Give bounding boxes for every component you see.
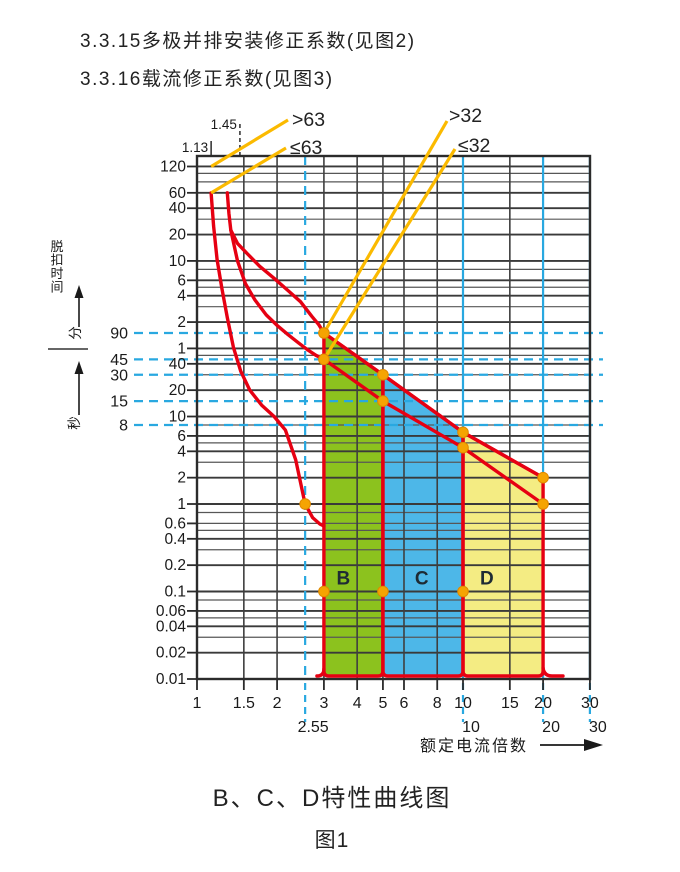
trip-curve-2 (229, 228, 326, 361)
x-tick-label: 3 (319, 695, 328, 712)
y-tick-label-sec: 10 (169, 409, 187, 426)
x-axis-arrow-head (584, 739, 603, 751)
x-secondary-label: 20 (542, 719, 560, 736)
x-tick-label: 1 (193, 695, 202, 712)
callout-label-2: >32 (449, 105, 482, 127)
curve-point-marker (377, 395, 389, 407)
y-tick-label-min: 10 (169, 253, 187, 270)
y-tick-label-sec: 4 (177, 443, 186, 460)
x-secondary-label: 10 (462, 719, 480, 736)
outline-foot-left (315, 667, 326, 678)
curve-point-marker (299, 498, 311, 510)
y-tick-label-sec: 0.4 (164, 531, 186, 548)
x-tick-label: 1.5 (233, 695, 255, 712)
y-axis-title-char: 扣 (50, 253, 63, 268)
y-tick-label-sec: 6 (177, 428, 186, 445)
dashed-line-label: 8 (119, 417, 128, 434)
region-label-b: B (336, 569, 350, 590)
curve-point-marker (377, 368, 389, 381)
outline-foot-right (541, 666, 565, 678)
y-tick-label-min: 2 (177, 314, 186, 331)
curve-point-marker (318, 353, 330, 366)
x-tick-label: 2 (273, 695, 282, 712)
y-tick-label-sec: 1 (177, 496, 186, 513)
y-axis-title-char: 脱 (50, 239, 63, 254)
x-axis-title: 额定电流倍数 (420, 737, 528, 755)
seconds-label: 秒 (67, 416, 82, 430)
x-secondary-label: 30 (589, 719, 607, 736)
callout-label-1: ≤63 (290, 137, 322, 159)
section-line-2: 3.3.16载流修正系数(见图3) (80, 69, 334, 90)
callout-label-0: >63 (292, 109, 325, 131)
y-axis-title-char: 时 (50, 266, 63, 281)
callout-line (322, 120, 449, 334)
chart-caption: B、C、D特性曲线图 (212, 785, 452, 812)
x-tick-label: 10 (454, 695, 472, 712)
callout-line (210, 118, 289, 168)
trip-curve-0 (209, 191, 326, 528)
x-tick-label: 30 (581, 695, 599, 712)
y-tick-label-sec: 2 (177, 470, 186, 487)
y-tick-label-min: 60 (169, 185, 187, 202)
curve-point-marker (457, 426, 469, 439)
y-tick-label-sec: 40 (169, 356, 187, 373)
x-secondary-label: 2.55 (298, 719, 329, 736)
minutes-arrow-head (74, 285, 84, 298)
trip-curve-1 (225, 191, 326, 335)
minutes-label: 分 (68, 326, 83, 340)
y-tick-label-sec: 0.04 (156, 618, 187, 635)
curve-point-marker (318, 327, 330, 339)
dashed-line-label: 30 (110, 367, 128, 384)
x-tick-label: 5 (378, 695, 387, 712)
region-c-fill (382, 374, 463, 676)
y-tick-label-sec: 0.02 (156, 645, 186, 662)
x-tick-label: 6 (400, 695, 409, 712)
callout-line (322, 148, 457, 361)
trip-curve-4 (322, 357, 545, 506)
y-tick-label-min: 1 (177, 340, 186, 357)
y-axis-title-char: 间 (50, 280, 63, 295)
y-tick-label-sec: 0.06 (156, 603, 186, 620)
seconds-arrow-head (74, 361, 84, 374)
y-tick-label-min: 4 (177, 288, 186, 305)
y-tick-label-sec: 0.6 (164, 515, 186, 532)
plot-frame (195, 154, 592, 681)
y-tick-label-sec: 0.2 (164, 557, 186, 574)
dashed-line-label: 45 (110, 352, 128, 369)
callout-line (210, 146, 287, 195)
curve-point-marker (457, 441, 469, 454)
x-tick-label: 4 (353, 695, 362, 712)
y-tick-label-min: 6 (177, 272, 186, 289)
x-tick-label: 15 (501, 695, 519, 712)
trip-curve-3 (322, 331, 545, 480)
region-label-d: D (480, 569, 494, 590)
y-tick-label-min: 120 (160, 158, 186, 175)
curve-point-marker (537, 471, 549, 484)
y-tick-label-min: 20 (169, 227, 187, 244)
curve-point-marker (377, 585, 389, 598)
figure-number: 图1 (314, 829, 350, 852)
curve-point-marker (457, 585, 469, 598)
dashed-line-label: 90 (110, 326, 128, 343)
x-tick-label: 8 (433, 695, 442, 712)
y-tick-label-min: 40 (169, 200, 187, 217)
dashed-line-label: 15 (110, 394, 128, 411)
y-tick-label-sec: 20 (169, 382, 187, 399)
section-line-1: 3.3.15多极并排安装修正系数(见图2) (80, 31, 416, 52)
top-mark-label: 1.13 (182, 140, 208, 155)
callout-label-3: ≤32 (458, 135, 490, 157)
region-d-fill (463, 432, 544, 676)
y-tick-label-sec: 0.1 (164, 584, 186, 601)
top-mark-label: 1.45 (211, 117, 237, 132)
curve-point-marker (318, 585, 330, 598)
y-tick-label-sec: 0.01 (156, 671, 186, 688)
region-label-c: C (415, 569, 429, 590)
curve-point-marker (537, 498, 549, 510)
x-tick-label: 20 (534, 695, 552, 712)
